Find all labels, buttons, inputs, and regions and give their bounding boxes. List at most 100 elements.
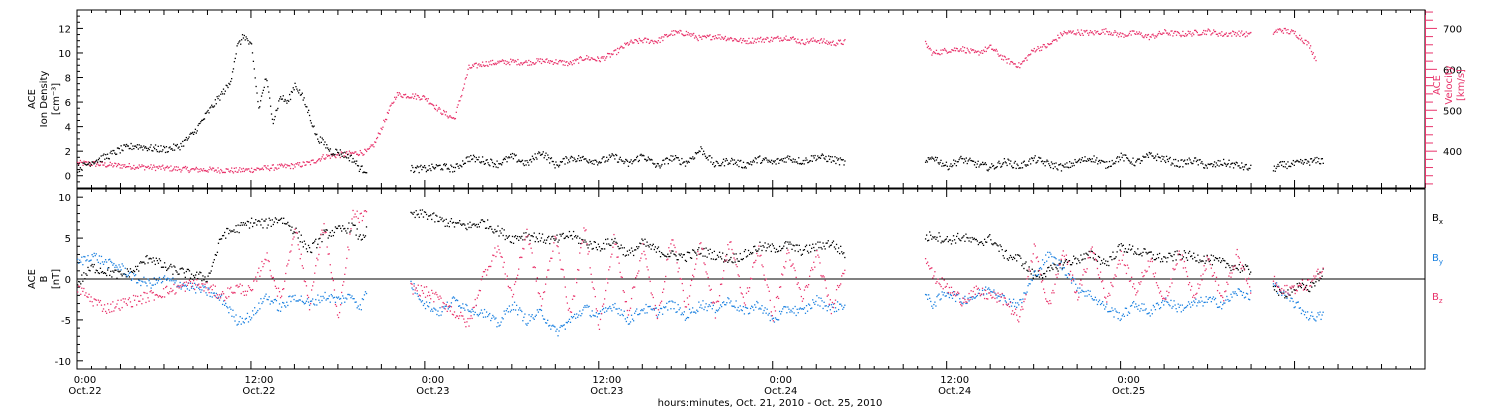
density-point — [258, 107, 260, 109]
bx-point — [1225, 266, 1227, 269]
by-point — [720, 305, 723, 308]
velocity-point — [760, 41, 763, 43]
velocity-point — [296, 163, 298, 165]
by-point — [254, 307, 256, 309]
velocity-point — [964, 52, 967, 54]
velocity-point — [750, 41, 752, 43]
density-point — [90, 163, 92, 166]
bx-point — [330, 235, 332, 237]
by-point — [978, 289, 981, 291]
density-point — [828, 158, 831, 160]
velocity-point — [1213, 29, 1215, 31]
density-point — [161, 150, 163, 153]
velocity-point — [329, 157, 332, 159]
bx-point — [83, 272, 85, 274]
by-point — [247, 321, 250, 323]
velocity-point — [1178, 32, 1180, 35]
by-point — [529, 320, 531, 322]
bx-point — [204, 276, 206, 278]
bx-point — [1192, 258, 1194, 260]
density-point — [557, 164, 559, 167]
by-point — [1076, 289, 1078, 292]
density-point — [1127, 159, 1130, 161]
bx-point — [799, 249, 801, 251]
velocity-point — [207, 171, 209, 173]
bx-point — [229, 229, 231, 231]
velocity-point — [789, 37, 792, 39]
density-point — [487, 162, 489, 164]
by-point — [88, 260, 90, 262]
density-point — [1033, 157, 1035, 159]
by-point — [202, 285, 204, 287]
bx-point — [648, 246, 650, 248]
bx-point — [361, 238, 364, 240]
density-point — [215, 103, 217, 105]
by-point — [752, 306, 754, 308]
bx-point — [978, 242, 981, 244]
bx-point — [1050, 264, 1052, 267]
density-point — [302, 99, 304, 101]
density-point — [1153, 157, 1155, 159]
by-point — [1064, 274, 1067, 276]
by-point — [626, 316, 629, 319]
bx-point — [191, 278, 194, 280]
density-point — [1290, 165, 1292, 168]
by-point — [1079, 287, 1081, 289]
by-point — [158, 276, 161, 279]
bx-point — [745, 256, 748, 258]
density-point — [1123, 160, 1125, 162]
bx-point — [773, 247, 776, 249]
bx-point — [1155, 257, 1158, 260]
bx-point — [568, 230, 571, 233]
density-point — [1246, 168, 1248, 170]
density-point — [1279, 161, 1281, 164]
bx-point — [560, 235, 562, 237]
velocity-point — [986, 47, 988, 50]
bx-point — [561, 233, 563, 235]
by-point — [680, 314, 682, 316]
density-point — [273, 119, 275, 121]
by-point — [984, 286, 987, 288]
velocity-point — [1068, 30, 1070, 32]
density-point — [218, 95, 220, 97]
by-point — [566, 322, 569, 324]
density-point — [931, 156, 933, 158]
by-point — [715, 309, 718, 311]
by-point — [295, 300, 297, 302]
density-point — [1088, 157, 1091, 160]
bx-point — [696, 254, 698, 256]
density-tick-label: 4 — [65, 123, 71, 134]
bx-point — [477, 223, 479, 226]
density-point — [1009, 163, 1011, 165]
density-point — [350, 154, 352, 157]
velocity-point — [1058, 37, 1060, 39]
bx-point — [841, 251, 843, 253]
density-point — [317, 140, 320, 143]
bx-point — [322, 233, 324, 236]
by-point — [783, 306, 785, 308]
density-point — [576, 160, 578, 162]
density-point — [1307, 160, 1309, 162]
velocity-point — [531, 62, 534, 64]
by-point — [1099, 303, 1102, 306]
velocity-point — [213, 170, 216, 172]
velocity-point — [935, 49, 938, 51]
by-point — [567, 320, 570, 323]
velocity-point — [212, 167, 215, 169]
velocity-point — [1191, 35, 1193, 37]
bx-point — [1217, 260, 1220, 262]
density-point — [224, 90, 226, 92]
velocity-point — [1232, 30, 1234, 32]
by-point — [410, 280, 412, 283]
bx-point — [1241, 270, 1244, 272]
velocity-point — [1208, 29, 1210, 31]
density-point — [343, 156, 345, 159]
bx-point — [301, 241, 303, 243]
velocity-point — [656, 42, 659, 44]
bx-point — [476, 226, 478, 228]
bx-point — [1111, 259, 1113, 261]
velocity-point — [103, 164, 105, 166]
bx-point — [1154, 258, 1157, 261]
density-point — [532, 157, 534, 160]
density-point — [677, 157, 679, 159]
